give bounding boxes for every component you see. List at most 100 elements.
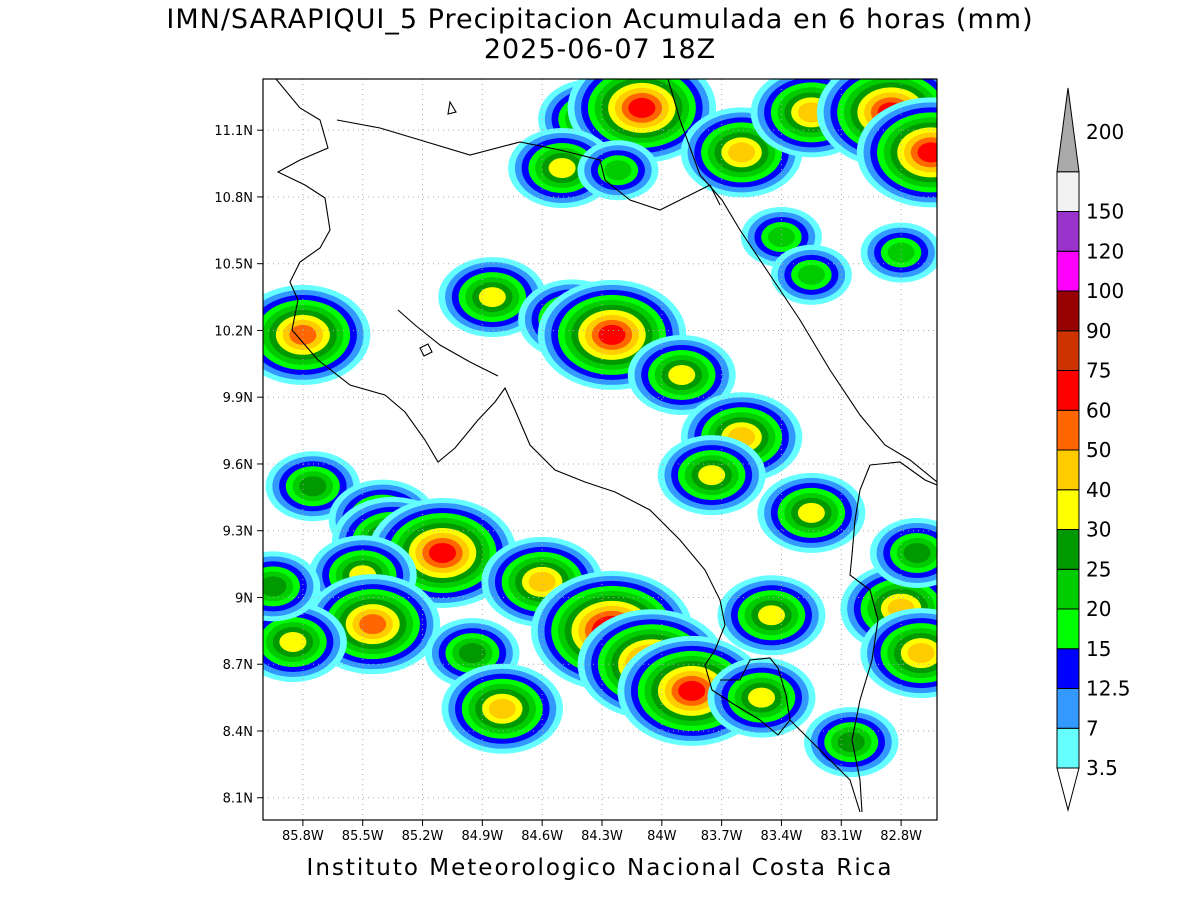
- colorbar-swatch: [1056, 250, 1080, 292]
- rain-contour: [797, 264, 825, 285]
- rain-contour: [604, 160, 632, 181]
- rain-contour: [698, 465, 726, 486]
- colorbar-swatch: [1056, 608, 1080, 650]
- coastline-borders: [275, 79, 937, 813]
- lat-tick-label: 9.6N: [223, 458, 253, 473]
- colorbar-legend: 3.5 7 12.5 15 20 25 30 40 50 60 75 90 100 120 150 200: [1056, 87, 1131, 812]
- lon-tick-label: 84W: [647, 829, 677, 844]
- nicaragua-border: [336, 119, 721, 211]
- rain-contour: [299, 476, 327, 497]
- rain-cell: [438, 257, 547, 338]
- colorbar-label: 25: [1086, 557, 1111, 581]
- rain-cell: [869, 517, 937, 588]
- rain-cell: [804, 707, 899, 778]
- lat-tick-label: 10.8N: [214, 191, 253, 206]
- colorbar-bottom-arrow: [1056, 767, 1080, 812]
- rain-contour: [478, 287, 506, 308]
- colorbar-swatch: [1056, 409, 1080, 451]
- rain-cell: [263, 601, 347, 682]
- island-1: [447, 100, 457, 115]
- rain-cell: [860, 608, 937, 699]
- colorbar-label: 30: [1086, 518, 1111, 542]
- rain-cell: [717, 575, 826, 656]
- bocas-del-toro-coast: [869, 461, 937, 486]
- rain-cell: [263, 284, 371, 385]
- lat-tick-label: 9.9N: [223, 391, 253, 406]
- rain-cell: [657, 435, 766, 516]
- golfito-coast: [789, 719, 861, 813]
- rain-cell: [757, 472, 866, 553]
- rain-contour: [279, 631, 307, 652]
- colorbar-label: 150: [1086, 200, 1124, 224]
- colorbar-swatch: [1056, 171, 1080, 212]
- colorbar-swatch: [1056, 489, 1080, 530]
- lon-tick-label: 85.5W: [342, 829, 384, 844]
- rain-cell: [860, 222, 937, 283]
- colorbar-label: 3.5: [1086, 756, 1118, 780]
- rain-contour: [757, 605, 785, 626]
- rain-cell: [441, 663, 564, 754]
- colorbar-label: 12.5: [1086, 677, 1131, 701]
- colorbar-label: 7: [1086, 716, 1099, 740]
- lon-tick-label: 85.2W: [402, 829, 444, 844]
- rain-contour: [668, 364, 696, 385]
- rain-cell: [770, 244, 852, 305]
- colorbar-label: 60: [1086, 398, 1111, 422]
- lat-tick-label: 10.5N: [214, 258, 253, 273]
- colorbar-top-arrow: [1056, 87, 1080, 173]
- lon-tick-label: 84.9W: [461, 829, 503, 844]
- rain-contour: [797, 502, 825, 523]
- pacific-coast-nicoya: [275, 79, 726, 651]
- colorbar-label: 20: [1086, 597, 1111, 621]
- rain-cell: [680, 107, 803, 198]
- lat-tick-label: 11.1N: [214, 124, 253, 139]
- map-timestamp: 2025-06-07 18Z: [483, 34, 717, 65]
- colorbar-swatch: [1056, 568, 1080, 610]
- rain-contour: [628, 97, 656, 118]
- rain-cell: [577, 140, 659, 201]
- panama-border: [849, 464, 879, 813]
- colorbar-label: 15: [1086, 637, 1111, 661]
- rain-contour: [767, 226, 795, 247]
- rain-contour: [488, 698, 516, 719]
- colorbar-swatch: [1056, 211, 1080, 252]
- lat-tick-label: 8.4N: [223, 725, 253, 740]
- latitude-ticks: 11.1N 10.8N 10.5N 10.2N 9.9N 9.6N 9.3N 9N 8.7N 8.…: [214, 124, 263, 807]
- rain-contour: [263, 576, 287, 597]
- colorbar-swatch: [1056, 648, 1080, 689]
- map-title: IMN/SARAPIQUI_5 Precipitacion Acumulada …: [166, 4, 1034, 35]
- colorbar-label: 120: [1086, 239, 1124, 263]
- rain-cell: [567, 79, 717, 163]
- colorbar-label: 90: [1086, 319, 1111, 343]
- footer-credit: Instituto Meteorologico Nacional Costa R…: [306, 855, 894, 881]
- colorbar-swatch: [1056, 688, 1080, 729]
- lon-tick-label: 85.8W: [282, 829, 324, 844]
- rain-contour: [548, 158, 576, 179]
- lon-tick-label: 83.1W: [820, 829, 862, 844]
- colorbar-swatch: [1056, 727, 1080, 769]
- colorbar-label: 50: [1086, 438, 1111, 462]
- rain-cell: [856, 97, 937, 208]
- rain-cell: [627, 334, 736, 415]
- island-2: [419, 343, 433, 357]
- precipitation-field: [263, 79, 937, 778]
- rain-contour: [728, 142, 756, 163]
- colorbar-label: 200: [1086, 120, 1124, 144]
- lat-lon-grid: [263, 79, 937, 820]
- lat-tick-label: 8.7N: [223, 658, 253, 673]
- plot-frame: [262, 78, 938, 821]
- colorbar-swatch: [1056, 370, 1080, 411]
- lat-tick-label: 10.2N: [214, 324, 253, 339]
- rain-contour: [458, 643, 486, 664]
- rain-contour: [887, 242, 915, 263]
- rain-contour: [903, 542, 931, 563]
- rain-contour: [837, 732, 865, 753]
- lat-tick-label: 9N: [235, 591, 253, 606]
- rain-contour: [907, 643, 935, 664]
- rain-contour: [678, 680, 706, 701]
- caribbean-coast: [667, 79, 937, 483]
- colorbar-label: 100: [1086, 279, 1124, 303]
- colorbar-label: 75: [1086, 359, 1111, 383]
- lon-tick-label: 84.3W: [581, 829, 623, 844]
- rain-contour: [598, 324, 626, 345]
